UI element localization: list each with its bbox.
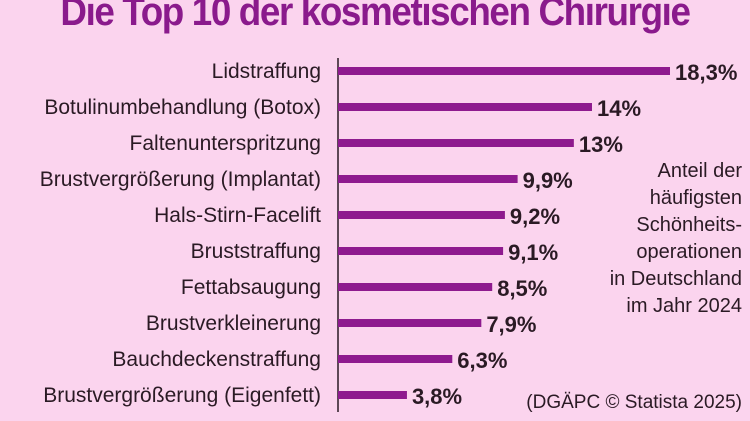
category-label: Hals-Stirn-Facelift (154, 204, 321, 227)
category-label: Fettabsaugung (181, 276, 321, 299)
category-label: Bruststraffung (191, 240, 321, 263)
value-label: 18,3% (675, 60, 737, 85)
category-label: Lidstraffung (212, 60, 321, 83)
annotation-line: häufigsten (649, 187, 742, 209)
value-label: 7,9% (486, 312, 536, 337)
source-note: (DGÄPC © Statista 2025) (526, 392, 742, 413)
category-label: Faltenunterspritzung (130, 132, 321, 155)
bar (338, 319, 482, 327)
bar (338, 175, 518, 183)
value-label: 6,3% (457, 348, 507, 373)
annotation-line: im Jahr 2024 (626, 295, 742, 317)
value-label: 9,1% (508, 240, 558, 265)
value-label: 14% (597, 96, 641, 121)
bar (338, 355, 453, 363)
category-label: Brustverkleinerung (146, 312, 321, 335)
value-label: 13% (579, 132, 623, 157)
chart-annotation: Anteil der häufigsten Schönheits- operat… (610, 158, 742, 320)
annotation-line: Schönheits- (636, 214, 742, 236)
value-label: 3,8% (412, 384, 462, 409)
bar (338, 103, 592, 111)
category-label: Brustvergrößerung (Eigenfett) (43, 384, 321, 407)
bar (338, 67, 670, 75)
value-label: 9,2% (510, 204, 560, 229)
annotation-line: Anteil der (657, 160, 743, 182)
category-label: Brustvergrößerung (Implantat) (40, 168, 321, 191)
bar (338, 247, 504, 255)
value-label: 9,9% (523, 168, 573, 193)
annotation-line: operationen (636, 241, 742, 263)
bar (338, 139, 574, 147)
annotation-line: in Deutschland (609, 268, 742, 290)
value-label: 8,5% (497, 276, 547, 301)
category-label: Botulinumbehandlung (Botox) (44, 96, 321, 119)
bars-group: Lidstraffung 18,3% Botulinumbehandlung (Bo… (40, 60, 738, 409)
category-label: Bauchdeckenstraffung (112, 348, 321, 371)
bar (338, 391, 407, 399)
bar (338, 283, 493, 291)
chart-title: Die Top 10 der kosmetischen Chirurgie (60, 0, 691, 34)
bar (338, 211, 505, 219)
